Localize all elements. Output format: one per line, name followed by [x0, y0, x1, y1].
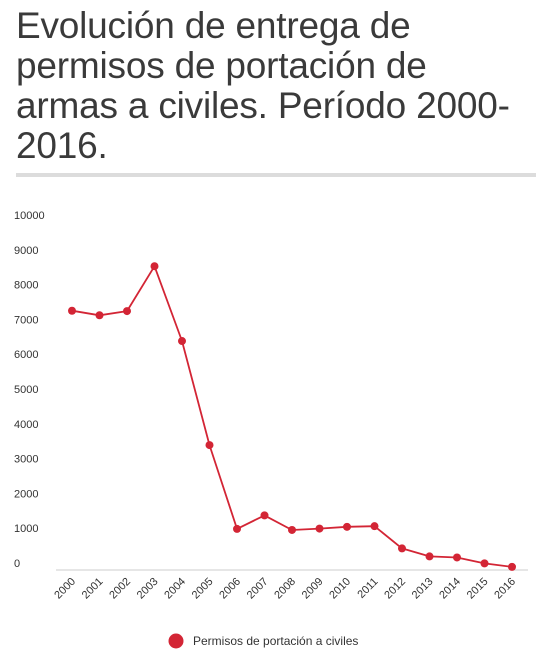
y-tick-label: 9000: [14, 245, 38, 257]
data-point: [233, 524, 241, 533]
x-tick-label: 2012: [382, 576, 408, 602]
title-divider: [16, 173, 536, 177]
chart-title: Evolución de entrega de permisos de port…: [16, 5, 510, 166]
x-tick-label: 2009: [300, 576, 326, 602]
data-point: [288, 525, 296, 534]
y-tick-label: 8000: [14, 280, 38, 292]
x-tick-label: 2015: [465, 576, 491, 602]
x-tick-label: 2011: [355, 576, 380, 601]
x-tick-label: 2013: [410, 576, 436, 602]
data-point: [343, 522, 351, 531]
data-point: [425, 552, 434, 561]
x-tick-label: 2002: [107, 576, 133, 602]
data-point: [178, 337, 186, 346]
y-tick-label: 6000: [14, 349, 38, 361]
y-tick-label: 1000: [14, 523, 38, 535]
x-tick-label: 2004: [162, 576, 188, 602]
data-point: [508, 562, 516, 571]
data-point: [205, 441, 214, 450]
legend-label: Permisos de portación a civiles: [193, 634, 358, 648]
data-point: [453, 553, 461, 562]
x-tick-label: 2007: [245, 576, 271, 602]
data-point: [398, 544, 406, 553]
data-point: [68, 306, 76, 315]
data-point: [150, 262, 159, 271]
data-point: [260, 511, 269, 520]
data-point: [370, 522, 379, 531]
x-tick-label: 2014: [437, 576, 463, 602]
legend-marker: [168, 633, 184, 649]
x-tick-label: 2005: [190, 576, 216, 602]
x-tick-label: 2006: [217, 576, 243, 602]
x-tick-label: 2008: [272, 576, 298, 602]
x-tick-label: 2010: [327, 576, 353, 602]
x-tick-label: 2003: [135, 576, 161, 602]
x-tick-label: 2016: [492, 576, 518, 602]
data-point: [480, 559, 489, 568]
y-tick-label: 4000: [14, 419, 38, 431]
y-tick-label: 2000: [14, 488, 38, 500]
x-tick-label: 2000: [52, 576, 78, 602]
data-point: [123, 307, 131, 316]
data-point: [95, 311, 104, 320]
data-point: [315, 524, 324, 533]
y-tick-label: 0: [14, 558, 20, 570]
x-tick-label: 2001: [80, 576, 106, 602]
y-tick-label: 10000: [14, 210, 45, 222]
y-tick-label: 3000: [14, 454, 38, 466]
y-tick-label: 5000: [14, 384, 38, 396]
series-line: [71, 265, 513, 568]
y-tick-label: 7000: [14, 314, 38, 326]
